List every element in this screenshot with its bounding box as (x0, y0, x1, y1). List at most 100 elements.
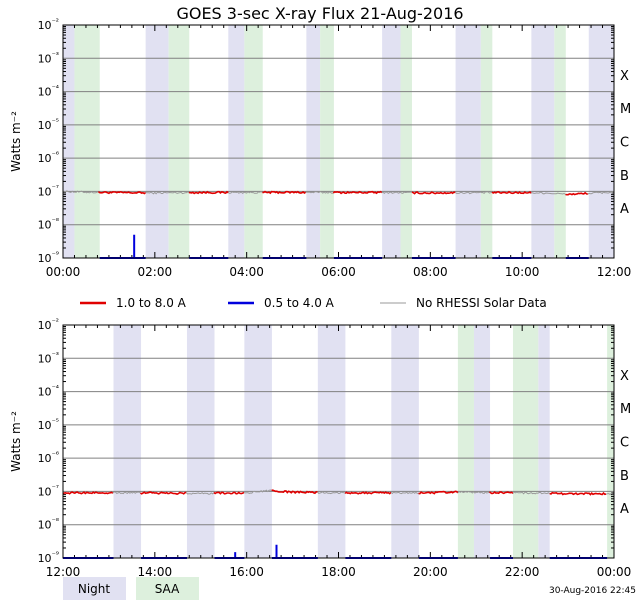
y-tick-label: 10⁻⁴ (38, 84, 59, 99)
no-rhessi-line (457, 490, 490, 494)
flare-class-label: B (620, 169, 629, 184)
x-tick-label: 12:00 (46, 565, 81, 579)
flare-class-label: X (620, 69, 629, 84)
night-band (588, 25, 614, 258)
no-rhessi-line (228, 191, 263, 194)
no-rhessi-line (587, 191, 615, 195)
x-tick-label: 16:00 (229, 565, 264, 579)
saa-band (320, 25, 334, 258)
shade-swatch-saa (136, 577, 199, 600)
no-rhessi-line (305, 191, 334, 194)
y-tick-label: 10⁻⁸ (38, 217, 59, 232)
y-tick-label: 10⁻⁶ (38, 450, 59, 465)
saa-band (168, 25, 190, 258)
saa-band (244, 25, 263, 258)
y-tick-label: 10⁻⁷ (38, 183, 59, 198)
night-band (63, 25, 75, 258)
saa-band (607, 325, 614, 558)
x-tick-label: 00:00 (46, 265, 81, 279)
night-band (538, 325, 550, 558)
saa-band (400, 25, 412, 258)
shade-label-saa: SAA (155, 582, 180, 596)
y-tick-label: 10⁻² (38, 17, 59, 32)
y-tick-label: 10⁻⁸ (38, 517, 59, 532)
night-band (228, 25, 245, 258)
flare-class-label: C (620, 136, 629, 151)
no-rhessi-line (62, 190, 99, 194)
night-band (455, 25, 481, 258)
night-band (317, 325, 346, 558)
legend-label-rhessi: No RHESSI Solar Data (416, 296, 547, 310)
y-tick-label: 10⁻⁵ (38, 417, 59, 432)
night-band (186, 325, 215, 558)
y-tick-label: 10⁻⁶ (38, 150, 59, 165)
no-rhessi-line (454, 191, 493, 195)
long-channel-line (62, 491, 114, 495)
y-tick-label: 10⁻³ (38, 50, 59, 65)
flare-class-label: M (620, 102, 631, 117)
night-band (244, 325, 272, 558)
y-axis-label: Watts m⁻² (9, 411, 23, 472)
saa-band (512, 325, 539, 558)
long-channel-line (271, 489, 318, 495)
saa-band (457, 325, 474, 558)
night-band (306, 25, 321, 258)
saa-band (554, 25, 566, 258)
x-tick-label: 20:00 (413, 565, 448, 579)
y-tick-label: 10⁻⁴ (38, 384, 59, 399)
no-rhessi-line (605, 492, 615, 496)
x-tick-label: 00:00 (597, 565, 632, 579)
night-band (473, 325, 491, 558)
y-tick-label: 10⁻⁹ (38, 250, 59, 265)
no-rhessi-line (390, 491, 419, 495)
long-channel-line (491, 190, 532, 195)
y-tick-label: 10⁻³ (38, 350, 59, 365)
legend: 1.0 to 8.0 A 0.5 to 4.0 A No RHESSI Solar … (80, 296, 547, 310)
no-rhessi-line (531, 191, 566, 195)
y-tick-label: 10⁻⁷ (38, 483, 59, 498)
legend-label-long: 1.0 to 8.0 A (116, 296, 187, 310)
long-channel-line (344, 491, 392, 495)
saa-band (480, 25, 493, 258)
night-band (113, 325, 142, 558)
plot-frame (62, 324, 615, 559)
no-rhessi-line (145, 191, 190, 195)
night-band (391, 325, 419, 558)
saa-band (74, 25, 100, 258)
no-rhessi-line (317, 491, 346, 495)
night-band (382, 25, 401, 258)
long-channel-line (188, 190, 229, 195)
long-channel-line (332, 190, 383, 195)
long-channel-line (418, 490, 459, 495)
generated-timestamp: 30-Aug-2016 22:45 (549, 586, 636, 596)
long-channel-line (565, 191, 589, 196)
long-channel-line (411, 191, 456, 195)
y-tick-label: 10⁻⁵ (38, 117, 59, 132)
y-tick-label: 10⁻⁹ (38, 550, 59, 565)
flare-class-label: C (620, 436, 629, 451)
night-band (531, 25, 555, 258)
flare-class-label: A (620, 202, 629, 217)
no-rhessi-line (112, 491, 141, 495)
bottom-panel: 10⁻² 10⁻³ 10⁻⁴ 10⁻⁵ 10⁻⁶ 10⁻⁷ 10⁻⁸ 10⁻⁹ X M C B A Wat… (9, 317, 631, 579)
no-rhessi-line (185, 492, 215, 495)
top-panel: 10⁻² 10⁻³ 10⁻⁴ 10⁻⁵ 10⁻⁶ 10⁻⁷ 10⁻⁸ 10⁻⁹ X M C B A Wat… (9, 17, 631, 279)
night-band (145, 25, 169, 258)
x-tick-label: 10:00 (505, 265, 540, 279)
x-tick-label: 06:00 (321, 265, 356, 279)
flare-class-label: M (620, 402, 631, 417)
chart-title: GOES 3-sec X-ray Flux 21-Aug-2016 (176, 4, 463, 23)
legend-label-short: 0.5 to 4.0 A (264, 296, 335, 310)
x-tick-label: 12:00 (597, 265, 632, 279)
y-tick-label: 10⁻² (38, 317, 59, 332)
long-channel-line (549, 491, 607, 496)
long-channel-line (262, 190, 307, 195)
x-tick-label: 02:00 (138, 265, 173, 279)
x-tick-label: 04:00 (229, 265, 264, 279)
long-channel-line (139, 491, 187, 495)
long-channel-line (97, 190, 147, 195)
plot-frame (62, 24, 615, 259)
shade-swatch-night (63, 577, 126, 600)
x-tick-label: 14:00 (138, 565, 173, 579)
